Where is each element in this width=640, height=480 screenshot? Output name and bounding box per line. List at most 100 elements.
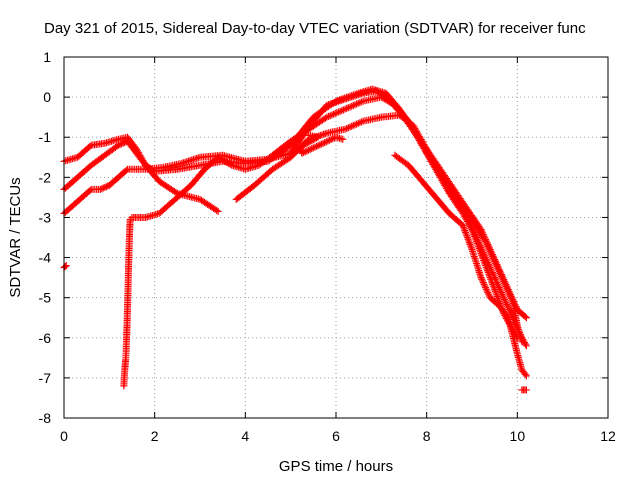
data-point (477, 274, 485, 282)
data-point (354, 119, 362, 127)
data-point (521, 340, 529, 348)
data-point (308, 145, 316, 153)
y-tick-label: -1 (39, 129, 52, 145)
data-point (302, 140, 310, 148)
data-point (468, 225, 476, 233)
data-point (226, 160, 234, 168)
data-point (466, 220, 474, 228)
data-point (349, 122, 357, 130)
data-point (306, 137, 314, 145)
data-point (500, 279, 508, 287)
data-point (482, 284, 490, 292)
y-tick-label: -3 (39, 209, 52, 225)
data-point (470, 231, 478, 239)
data-point (122, 166, 130, 174)
data-point (491, 259, 499, 267)
data-point (482, 262, 490, 270)
data-point (326, 136, 334, 144)
data-point (460, 225, 468, 233)
data-point (485, 272, 493, 280)
data-point (326, 112, 334, 120)
data-point (479, 255, 487, 263)
data-point (480, 258, 488, 266)
data-point (102, 183, 110, 191)
data-series-track-10 (296, 131, 347, 157)
x-axis-title: GPS time / hours (279, 458, 393, 475)
data-point (522, 372, 530, 380)
data-point (314, 133, 322, 141)
data-point (322, 138, 330, 146)
data-point (500, 278, 508, 286)
data-point (349, 101, 357, 109)
data-point (311, 143, 319, 151)
data-point (467, 242, 475, 250)
data-series-track-9 (518, 386, 530, 394)
data-point (346, 103, 354, 111)
data-point (61, 263, 69, 271)
data-series-track-7 (120, 215, 134, 390)
data-point (490, 284, 498, 292)
data-point (504, 304, 512, 312)
data-point (503, 300, 511, 308)
data-point (298, 149, 306, 157)
data-point (344, 124, 352, 132)
data-point (309, 144, 317, 152)
data-point (476, 248, 484, 256)
axis-ticks: 0 2 4 6 8 10 12 -8 -7 -6 -5 -4 -3 -2 -1 0 1 (39, 49, 616, 444)
data-point (499, 276, 507, 284)
data-point (325, 112, 333, 120)
x-tick-label: 10 (510, 428, 526, 444)
data-point (485, 244, 493, 252)
y-tick-label: -2 (39, 169, 52, 185)
data-point (341, 125, 349, 133)
y-tick-label: -5 (39, 290, 52, 306)
data-point (330, 110, 338, 118)
data-point (116, 141, 124, 149)
data-series-track-6 (391, 151, 530, 380)
data-point (507, 293, 515, 301)
data-point (487, 249, 495, 257)
data-point (329, 135, 337, 143)
chart-title: Day 321 of 2015, Sidereal Day-to-day VTE… (44, 20, 586, 37)
data-point (339, 106, 347, 114)
data-point (521, 370, 529, 378)
data-point (521, 313, 529, 321)
data-point (356, 119, 364, 127)
data-point (467, 222, 475, 230)
data-point (493, 263, 501, 271)
data-point (463, 213, 471, 221)
data-point (300, 141, 308, 149)
data-point (303, 147, 311, 155)
data-point (501, 281, 509, 289)
data-series-track-4 (128, 93, 530, 350)
data-point (353, 100, 361, 108)
grid-lines (64, 57, 608, 418)
data-point (463, 234, 471, 241)
x-tick-label: 4 (241, 428, 249, 444)
data-point (477, 250, 485, 258)
data-point (300, 149, 308, 157)
data-point (471, 234, 479, 242)
data-point (460, 223, 468, 231)
data-point (96, 185, 104, 193)
data-point (469, 227, 477, 235)
data-point (482, 238, 490, 246)
y-axis-title: SDTVAR / TECUs (7, 177, 24, 297)
data-point (86, 187, 94, 195)
data-point (317, 140, 325, 148)
data-point (323, 113, 331, 121)
data-point (328, 111, 336, 119)
data-point (504, 302, 512, 310)
data-point (492, 289, 500, 297)
data-point (487, 275, 495, 283)
data-point (338, 107, 346, 115)
data-point (480, 256, 488, 264)
data-point (494, 294, 502, 302)
data-point (488, 279, 496, 287)
data-point (486, 274, 494, 282)
data-point (522, 386, 530, 394)
data-point (467, 244, 475, 252)
data-point (461, 227, 469, 235)
data-point (483, 241, 491, 249)
data-point (465, 239, 473, 247)
